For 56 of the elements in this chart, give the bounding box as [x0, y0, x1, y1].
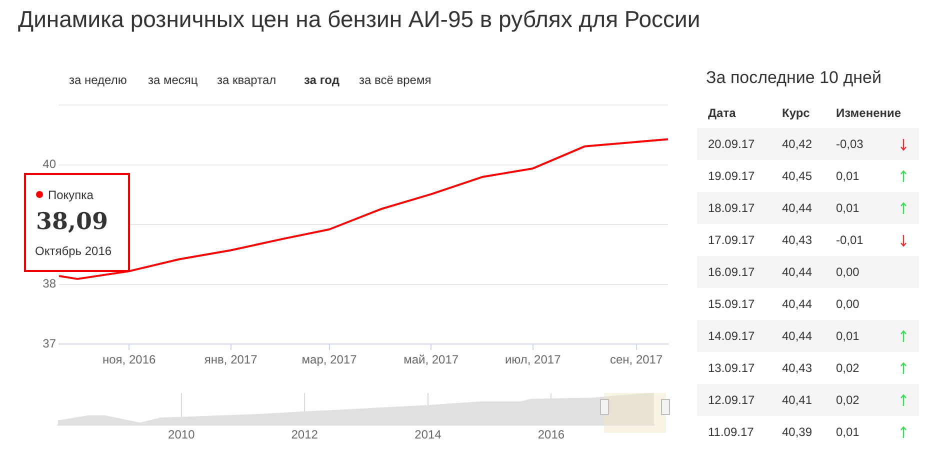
text: за год — [304, 73, 340, 87]
x-tick-label: мар, 2017 — [302, 352, 358, 367]
text: 18.09.17 — [708, 201, 755, 215]
text: 0,02 — [836, 393, 860, 407]
text: 40,44 — [782, 297, 812, 311]
text: 16.09.17 — [708, 265, 755, 279]
text: 11.09.17 — [708, 425, 754, 439]
text: За последние 10 дней — [706, 68, 882, 88]
text: 40,39 — [782, 425, 812, 439]
x-tick-label: май, 2017 — [404, 352, 459, 367]
text: -0,01 — [836, 233, 864, 247]
legend-label: Покупка — [47, 188, 94, 202]
text: 13.09.17 — [708, 361, 755, 375]
text: за неделю — [69, 73, 127, 87]
annotation: Октябрь 2016 — [35, 244, 112, 258]
text: 0,02 — [836, 361, 860, 375]
x-tick-label: 2014 — [414, 428, 442, 442]
text: Изменение — [836, 106, 902, 120]
text: -0,03 — [836, 137, 864, 151]
text: 40,44 — [782, 265, 812, 279]
text: за месяц — [148, 73, 198, 87]
x-tick-label: июл, 2017 — [504, 352, 562, 367]
x-tick-label: сен, 2017 — [610, 352, 663, 367]
text: 20.09.17 — [708, 137, 755, 151]
text: 40,42 — [782, 137, 812, 151]
text: 0,00 — [836, 297, 860, 311]
text: 40,44 — [782, 201, 812, 215]
text: 40,44 — [782, 329, 812, 343]
y-tick-label: 38 — [42, 276, 56, 291]
x-tick-label: ноя, 2016 — [102, 352, 156, 367]
text: за квартал — [217, 73, 276, 87]
text: 0,01 — [836, 329, 860, 343]
text: 15.09.17 — [708, 297, 755, 311]
text: Дата — [708, 106, 736, 120]
text: 40,41 — [782, 393, 812, 407]
chart-title: Динамика розничных цен на бензин АИ-95 в рублях для России — [18, 6, 700, 33]
text: 12.09.17 — [708, 393, 755, 407]
x-tick-label: 2010 — [168, 428, 196, 442]
text: Курс — [782, 106, 810, 120]
text: за всё время — [359, 73, 432, 87]
text: 0,01 — [836, 169, 860, 183]
text: 40,45 — [782, 169, 812, 183]
text: 17.09.17 — [708, 233, 755, 247]
text: 19.09.17 — [708, 169, 755, 183]
text: 0,00 — [836, 265, 860, 279]
x-tick-label: янв, 2017 — [204, 352, 258, 367]
x-tick-label: 2016 — [538, 428, 565, 442]
annotation: 38,09 — [36, 208, 108, 235]
text: 40,43 — [782, 361, 812, 375]
x-tick-label: 2012 — [291, 428, 318, 442]
text: 0,01 — [836, 425, 860, 439]
text: 14.09.17 — [708, 329, 755, 343]
y-tick-label: 40 — [42, 157, 56, 172]
text: 0,01 — [836, 201, 860, 215]
y-tick-label: 37 — [42, 336, 56, 350]
text: 40,43 — [782, 233, 812, 247]
